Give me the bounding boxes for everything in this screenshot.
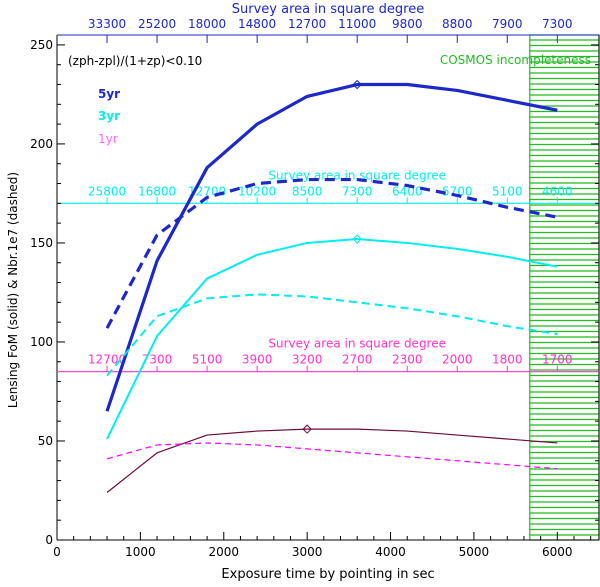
condition-label: (zph-zpl)/(1+zp)<0.10 — [68, 54, 202, 68]
series-line-3 — [106, 293, 558, 377]
cosmos-label: COSMOS incompleteness — [440, 53, 591, 67]
top-tick-label: 12700 — [288, 17, 326, 31]
inner-axis-tick-label: 6400 — [392, 184, 423, 198]
series-line-4 — [106, 428, 558, 493]
inner-axis-tick-label: 4600 — [542, 184, 573, 198]
top-tick-label: 25200 — [138, 17, 176, 31]
legend-label-5yr: 5yr — [98, 87, 120, 101]
inner-axis-tick-label: 10200 — [238, 184, 276, 198]
peak-marker — [302, 424, 312, 434]
top-tick-label: 9800 — [392, 17, 423, 31]
y-tick-label: 250 — [30, 38, 53, 52]
x-tick-label: 2000 — [208, 545, 239, 559]
peak-marker — [352, 234, 362, 244]
x-tick-label: 1000 — [125, 545, 156, 559]
x-axis-label: Exposure time by pointing in sec — [221, 567, 434, 582]
inner-axis-tick-label: 1700 — [542, 353, 573, 367]
inner-axis-tick-label: 2700 — [342, 353, 373, 367]
y-tick-label: 0 — [45, 533, 53, 547]
inner-axis-tick-label: 5700 — [442, 184, 473, 198]
x-tick-label: 3000 — [292, 545, 323, 559]
inner-axis-tick-label: 2300 — [392, 353, 423, 367]
top-tick-label: 14800 — [238, 17, 276, 31]
top-tick-label: 11000 — [338, 17, 376, 31]
inner-axis-tick-label: 3900 — [242, 353, 273, 367]
x-tick-label: 4000 — [375, 545, 406, 559]
y-tick-label: 200 — [30, 137, 53, 151]
peak-marker — [352, 79, 362, 90]
legend-label-1yr: 1yr — [98, 132, 118, 146]
y-tick-label: 50 — [38, 434, 53, 448]
inner-axis-tick-label: 3200 — [292, 353, 323, 367]
inner-axis-tick-label: 5100 — [492, 184, 523, 198]
inner-axis-tick-label: 1800 — [492, 353, 523, 367]
series-line-1 — [105, 177, 558, 329]
y-tick-label: 150 — [30, 236, 53, 250]
legend-label-3yr: 3yr — [98, 109, 120, 123]
top-tick-label: 8800 — [442, 17, 473, 31]
inner-axis-tick-label: 8500 — [292, 184, 323, 198]
inner-axis-tick-label: 7300 — [342, 184, 373, 198]
y-axis-label: Lensing FoM (solid) & Nbr.1e7 (dashed) — [6, 172, 20, 408]
inner-axis-tick-label: 5100 — [192, 353, 223, 367]
inner-axis-tick-label: 7300 — [142, 353, 173, 367]
x-tick-label: 0 — [53, 545, 61, 559]
inner-axis-tick-label: 2000 — [442, 353, 473, 367]
inner-axis-tick-label: 16800 — [138, 184, 176, 198]
x-tick-label: 6000 — [542, 545, 573, 559]
top-tick-label: 7900 — [492, 17, 523, 31]
x-tick-label: 5000 — [459, 545, 490, 559]
top-axis-title: Survey area in square degree — [232, 2, 424, 17]
top-tick-label: 33300 — [88, 17, 126, 31]
inner-axis-tick-label: 25800 — [88, 184, 126, 198]
series-line-0 — [105, 82, 558, 412]
inner-axis-title: Survey area in square degree — [268, 337, 446, 351]
top-tick-label: 18000 — [188, 17, 226, 31]
top-tick-label: 7300 — [542, 17, 573, 31]
y-tick-label: 100 — [30, 335, 53, 349]
